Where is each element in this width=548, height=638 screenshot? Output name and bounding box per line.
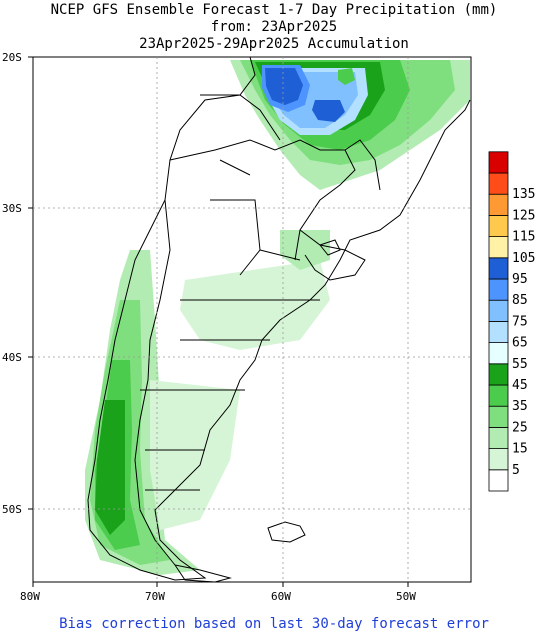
- tierra-del-fuego: [173, 564, 232, 583]
- colorbar-swatch: [488, 363, 509, 386]
- colorbar-level-label: 5: [512, 463, 520, 478]
- colorbar-level-label: 95: [512, 272, 528, 287]
- colorbar-swatch: [488, 469, 509, 492]
- graticule: [33, 57, 471, 582]
- colorbar-swatch: [488, 405, 509, 428]
- coastline-south-america: [87, 56, 471, 581]
- colorbar-level-label: 135: [512, 187, 535, 202]
- border-bolivia: [200, 94, 281, 141]
- colorbar-swatch: [488, 214, 509, 237]
- tick-marks: [28, 56, 409, 587]
- colorbar-swatch: [488, 257, 509, 280]
- colorbar-level-label: 35: [512, 399, 528, 414]
- precip-area-15-interior: [280, 230, 330, 270]
- province-lines: [140, 159, 320, 491]
- colorbar-swatch: [488, 278, 509, 301]
- colorbar-swatch: [488, 342, 509, 365]
- colorbar-swatch: [488, 236, 509, 259]
- colorbar-swatch: [488, 299, 509, 322]
- colorbar-swatch: [488, 172, 509, 195]
- lat-label-30s: 30S: [2, 202, 22, 215]
- colorbar-level-label: 105: [512, 251, 535, 266]
- map-title-line-1: NCEP GFS Ensemble Forecast 1-7 Day Preci…: [50, 2, 498, 18]
- colorbar-level-label: 15: [512, 442, 528, 457]
- precip-area-95-core: [265, 68, 303, 105]
- colorbar-level-label: 25: [512, 420, 528, 435]
- colorbar-swatch: [488, 320, 509, 343]
- precip-area-45-chile: [95, 400, 125, 535]
- colorbar-level-label: 55: [512, 357, 528, 372]
- colorbar-level-label: 75: [512, 314, 528, 329]
- colorbar-level-label: 125: [512, 208, 535, 223]
- border-uruguay: [299, 229, 366, 281]
- border-argentina-chile: [134, 199, 176, 566]
- precip-area-5-interior: [180, 260, 330, 350]
- falkland-islands: [267, 521, 306, 543]
- colorbar-swatch: [488, 384, 509, 407]
- colorbar-level-label: 45: [512, 378, 528, 393]
- lat-label-40s: 40S: [2, 351, 22, 364]
- bias-correction-note: Bias correction based on last 30-day for…: [59, 616, 489, 632]
- lon-label-60w: 60W: [271, 590, 291, 603]
- precip-shading: [85, 60, 470, 575]
- precip-area-95-east: [312, 100, 345, 122]
- lon-label-80w: 80W: [20, 590, 40, 603]
- colorbar-swatch: [488, 193, 509, 216]
- lon-label-70w: 70W: [145, 590, 165, 603]
- lat-label-50s: 50S: [2, 503, 22, 516]
- country-borders: [87, 56, 471, 583]
- map-title-line-3: 23Apr2025-29Apr2025 Accumulation: [139, 36, 409, 52]
- colorbar-level-label: 85: [512, 293, 528, 308]
- precip-area-35-spot: [338, 68, 355, 85]
- map-panel: 20S 30S 40S 50S 80W 70W 60W 50W: [2, 51, 472, 603]
- border-northern: [169, 139, 356, 261]
- border-brazil-paraguay: [344, 139, 381, 191]
- colorbar-level-label: 115: [512, 230, 535, 245]
- colorbar-swatch: [488, 426, 509, 449]
- colorbar-swatch: [488, 151, 509, 174]
- map-title-line-2: from: 23Apr2025: [210, 19, 338, 35]
- colorbar-swatch: [488, 448, 509, 471]
- colorbar-legend: 5 15 25 35 45 55 65 75 85 95 105 115 125 135: [488, 151, 535, 492]
- lagoon: [319, 239, 341, 256]
- lon-label-50w: 50W: [396, 590, 416, 603]
- colorbar-level-label: 65: [512, 336, 528, 351]
- lat-label-20s: 20S: [2, 51, 22, 64]
